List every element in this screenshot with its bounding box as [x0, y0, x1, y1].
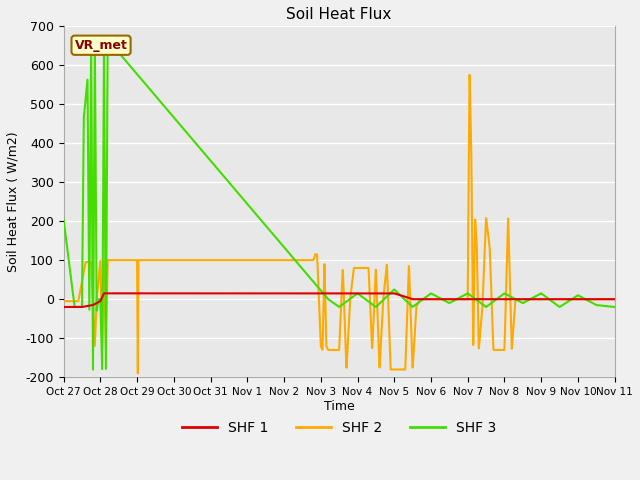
Y-axis label: Soil Heat Flux ( W/m2): Soil Heat Flux ( W/m2)	[7, 131, 20, 272]
Legend: SHF 1, SHF 2, SHF 3: SHF 1, SHF 2, SHF 3	[177, 416, 502, 441]
Title: Soil Heat Flux: Soil Heat Flux	[287, 7, 392, 22]
Text: VR_met: VR_met	[75, 39, 127, 52]
X-axis label: Time: Time	[324, 400, 355, 413]
